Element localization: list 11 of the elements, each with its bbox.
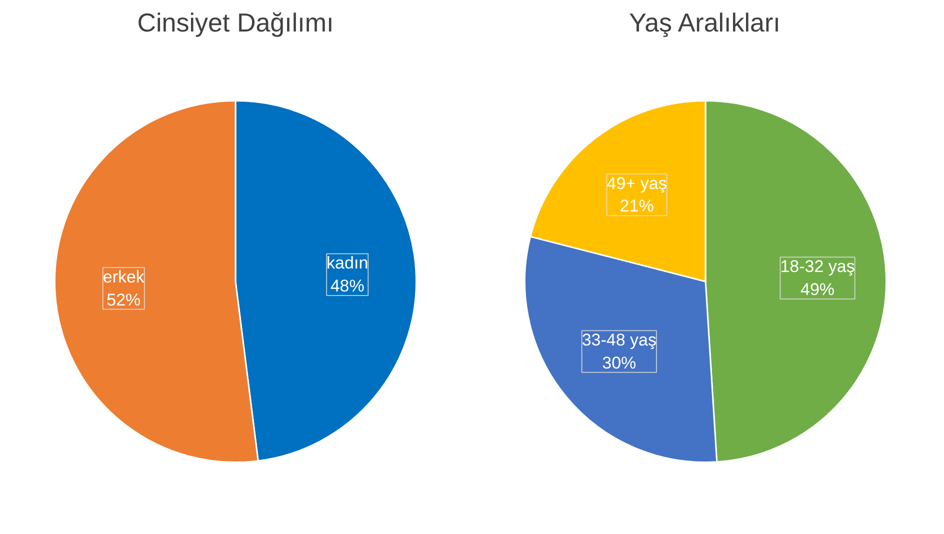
chart-title: Cinsiyet Dağılımı — [137, 8, 334, 38]
chart-title: Yaş Aralıkları — [629, 8, 780, 38]
slice-label: 18-32 yaş — [780, 257, 855, 276]
slice-label: 49+ yaş — [606, 174, 667, 193]
data-label: 49% — [800, 280, 835, 299]
data-label: 52% — [106, 290, 141, 310]
data-label: 21% — [620, 196, 654, 216]
data-label: 30% — [602, 353, 636, 372]
slice-label: 33-48 yaş — [582, 330, 656, 350]
data-label: 48% — [330, 276, 364, 296]
slice-label: kadın — [326, 254, 368, 273]
